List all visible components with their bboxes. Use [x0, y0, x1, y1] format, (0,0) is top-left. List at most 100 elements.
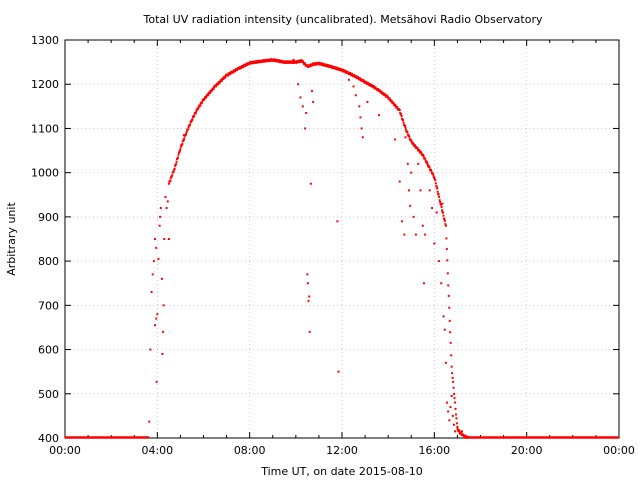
- data-point: [157, 257, 160, 260]
- data-point: [210, 90, 213, 93]
- data-point: [353, 74, 356, 77]
- data-point: [205, 96, 208, 99]
- data-point: [426, 162, 429, 165]
- data-point: [175, 160, 178, 163]
- data-point: [446, 259, 449, 262]
- data-point: [455, 422, 458, 425]
- data-point: [330, 66, 333, 69]
- data-point: [406, 162, 409, 165]
- x-axis-label: Time UT, on date 2015-08-10: [260, 465, 423, 478]
- data-point: [236, 69, 239, 72]
- data-point: [281, 61, 284, 64]
- data-point: [454, 401, 457, 404]
- x-tick-label: 12:00: [326, 444, 358, 457]
- data-point: [322, 64, 325, 67]
- data-point: [365, 80, 368, 83]
- y-tick-label: 400: [38, 432, 59, 445]
- data-point: [402, 121, 405, 124]
- data-point: [382, 92, 385, 95]
- data-point: [409, 204, 412, 207]
- y-tick-label: 1100: [31, 122, 59, 135]
- data-point: [414, 144, 417, 147]
- data-point: [187, 128, 190, 131]
- data-point: [390, 99, 393, 102]
- data-point: [280, 59, 283, 62]
- data-point: [185, 132, 188, 135]
- data-point: [174, 164, 177, 167]
- y-axis-label: Arbitrary unit: [5, 202, 18, 276]
- data-point: [303, 62, 306, 65]
- data-point: [430, 170, 433, 173]
- data-point: [319, 63, 322, 66]
- data-point: [441, 211, 444, 214]
- data-point: [260, 60, 263, 63]
- data-point: [239, 65, 242, 68]
- data-point: [445, 248, 448, 251]
- data-point: [402, 119, 405, 122]
- data-point: [404, 126, 407, 129]
- data-point: [324, 64, 327, 67]
- data-point: [458, 429, 461, 432]
- data-point: [448, 319, 451, 322]
- data-point: [308, 330, 311, 333]
- data-point: [374, 86, 377, 89]
- data-point: [232, 70, 235, 73]
- data-point: [449, 331, 452, 334]
- y-tick-label: 800: [38, 255, 59, 268]
- data-point: [396, 106, 399, 109]
- data-point: [177, 156, 180, 159]
- data-point: [417, 162, 420, 165]
- data-point: [359, 116, 362, 119]
- data-point: [422, 155, 425, 158]
- data-point: [361, 136, 364, 139]
- data-point: [445, 237, 448, 240]
- data-point: [329, 64, 332, 67]
- data-point: [451, 376, 454, 379]
- axis-ticks: [64, 39, 620, 439]
- data-point: [309, 182, 312, 185]
- data-point: [398, 109, 401, 112]
- data-point: [450, 394, 453, 397]
- data-point: [316, 63, 319, 66]
- data-point: [435, 185, 438, 188]
- data-point: [431, 172, 434, 175]
- data-point: [169, 180, 172, 183]
- data-point: [315, 62, 318, 65]
- data-point: [447, 410, 450, 413]
- data-point: [394, 138, 397, 141]
- data-point: [452, 423, 455, 426]
- data-point: [446, 401, 449, 404]
- data-point: [363, 80, 366, 83]
- data-point: [299, 96, 302, 99]
- data-point: [178, 149, 181, 152]
- data-point: [335, 67, 338, 70]
- data-point: [312, 100, 315, 103]
- data-point: [384, 94, 387, 97]
- data-point: [158, 224, 161, 227]
- data-point: [429, 168, 432, 171]
- data-point: [452, 380, 455, 383]
- data-point: [337, 67, 340, 70]
- data-point: [336, 220, 339, 223]
- data-point: [443, 218, 446, 221]
- data-point: [228, 73, 231, 76]
- y-tick-label: 700: [38, 299, 59, 312]
- data-point: [449, 406, 452, 409]
- data-point: [179, 148, 182, 151]
- data-point: [220, 80, 223, 83]
- data-point: [403, 233, 406, 236]
- data-point: [318, 61, 321, 64]
- data-point: [170, 175, 173, 178]
- data-point: [433, 176, 436, 179]
- data-point: [438, 199, 441, 202]
- data-point: [166, 200, 169, 203]
- data-point: [323, 63, 326, 66]
- data-point: [347, 71, 350, 74]
- data-point: [269, 59, 272, 62]
- data-point: [192, 115, 195, 118]
- data-point: [446, 272, 449, 275]
- data-point: [377, 88, 380, 91]
- data-point: [359, 77, 362, 80]
- data-point: [438, 195, 441, 198]
- data-point: [454, 430, 457, 433]
